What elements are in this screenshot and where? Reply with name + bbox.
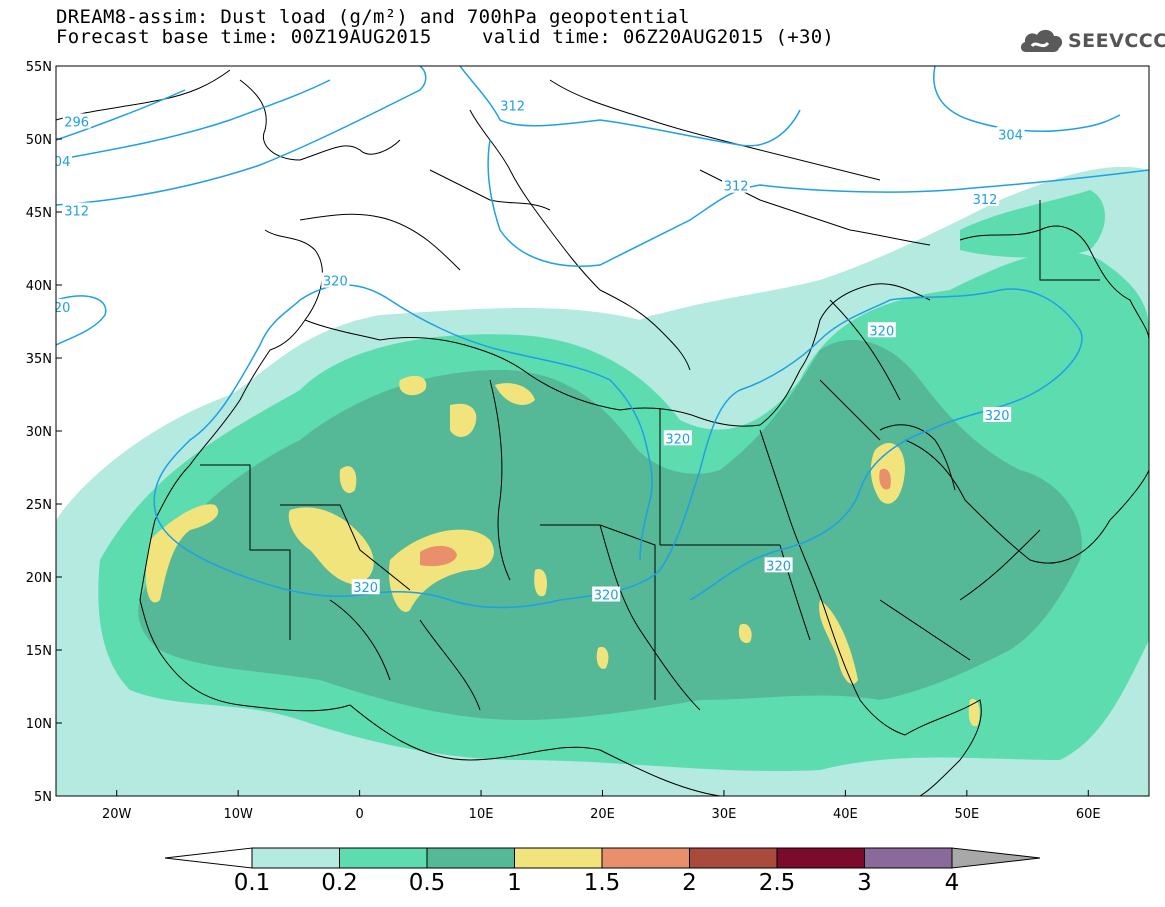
contour-label: 312 [64,205,89,220]
colorbar-label: 4 [944,870,960,896]
contour-label-bg [764,557,793,573]
title-line-2-base-time: Forecast base time: 00Z19AUG2015 [56,26,432,48]
colorbar-label: 0.1 [233,870,271,896]
contour-label: 320 [766,559,791,574]
geopotential-contours [56,66,1149,609]
colorbar-label: 2.5 [758,870,796,896]
contour-label: 320 [353,581,378,596]
lon-tick-label: 40E [833,807,858,822]
colorbar-label: 2 [682,870,697,896]
contour-label: 20 [54,301,71,316]
title-line-1: DREAM8-assim: Dust load (g/m²) and 700hP… [56,6,690,28]
colorbar-label: 0.2 [321,870,358,896]
lon-tick-label: 0 [355,807,363,822]
contour-label: 320 [985,409,1010,424]
lat-tick-label: 25N [26,498,52,513]
contour-label: 320 [869,324,894,339]
lon-tick-label: 60E [1076,807,1101,822]
logo-text: SEEVCCC [1068,30,1165,52]
contour-labels: 296 04 312 20 312 312 304 312 320 320 320 320 320 320… [54,97,1025,604]
lat-tick-label: 45N [26,206,52,221]
lat-tick-label: 20N [26,571,52,586]
lat-tick-label: 5N [34,790,52,805]
contour-label-bg [321,272,350,288]
lon-tick-label: 20W [102,807,132,822]
axis-ticks: 55N 50N 45N 40N 35N 30N 25N 20N 15N 10N 5N 20W 10W 0 1… [26,60,1101,822]
contour-label: 312 [500,99,525,114]
contour-label: 04 [54,155,71,170]
dust-band-0.5 [138,340,1082,720]
colorbar-label: 1 [507,870,522,896]
contour-label-bg [971,190,1000,206]
colorbar-label: 1.5 [583,870,621,896]
contour-label-bg [56,152,73,168]
contour-label: 312 [973,193,998,208]
lon-tick-label: 10E [469,807,494,822]
contour-label-bg [722,177,751,193]
dust-band-1.5 [420,468,891,567]
lat-tick-label: 55N [26,60,52,75]
contour-label-bg [498,97,527,113]
contour-label: 312 [724,180,749,195]
lon-tick-label: 50E [954,807,979,822]
contour-label: 320 [594,589,619,604]
lat-tick-label: 15N [26,644,52,659]
colorbar-label: 3 [857,870,872,896]
cloud-logo-icon [1020,29,1063,52]
contour-label-bg [592,586,621,602]
title-line-2-valid-time: valid time: 06Z20AUG2015 (+30) [482,26,835,48]
map-plot-area: 296 04 312 20 312 312 304 312 320 320 320 320 320 320… [54,66,1149,796]
colorbar-label: 0.5 [408,870,446,896]
contour-label: 320 [665,432,690,447]
lat-tick-label: 30N [26,425,52,440]
lat-tick-label: 10N [26,717,52,732]
lat-tick-label: 35N [26,352,52,367]
contour-label-bg [983,406,1012,422]
contour-label-bg [867,322,896,338]
lat-tick-label: 40N [26,279,52,294]
lat-tick-label: 50N [26,133,52,148]
contour-label-bg [62,202,91,218]
contour-label-bg [56,298,73,314]
contour-label-bg [62,113,91,129]
contour-label: 304 [998,129,1023,144]
contour-label-bg [351,579,380,595]
lon-tick-label: 20E [590,807,615,822]
lon-tick-label: 30E [712,807,737,822]
contour-label-bg [663,430,692,446]
contour-label-bg [996,126,1025,142]
seevccc-logo: SEEVCCC [1018,26,1165,58]
contour-label: 296 [64,115,89,130]
contour-label: 320 [323,275,348,290]
lon-tick-label: 10W [223,807,253,822]
